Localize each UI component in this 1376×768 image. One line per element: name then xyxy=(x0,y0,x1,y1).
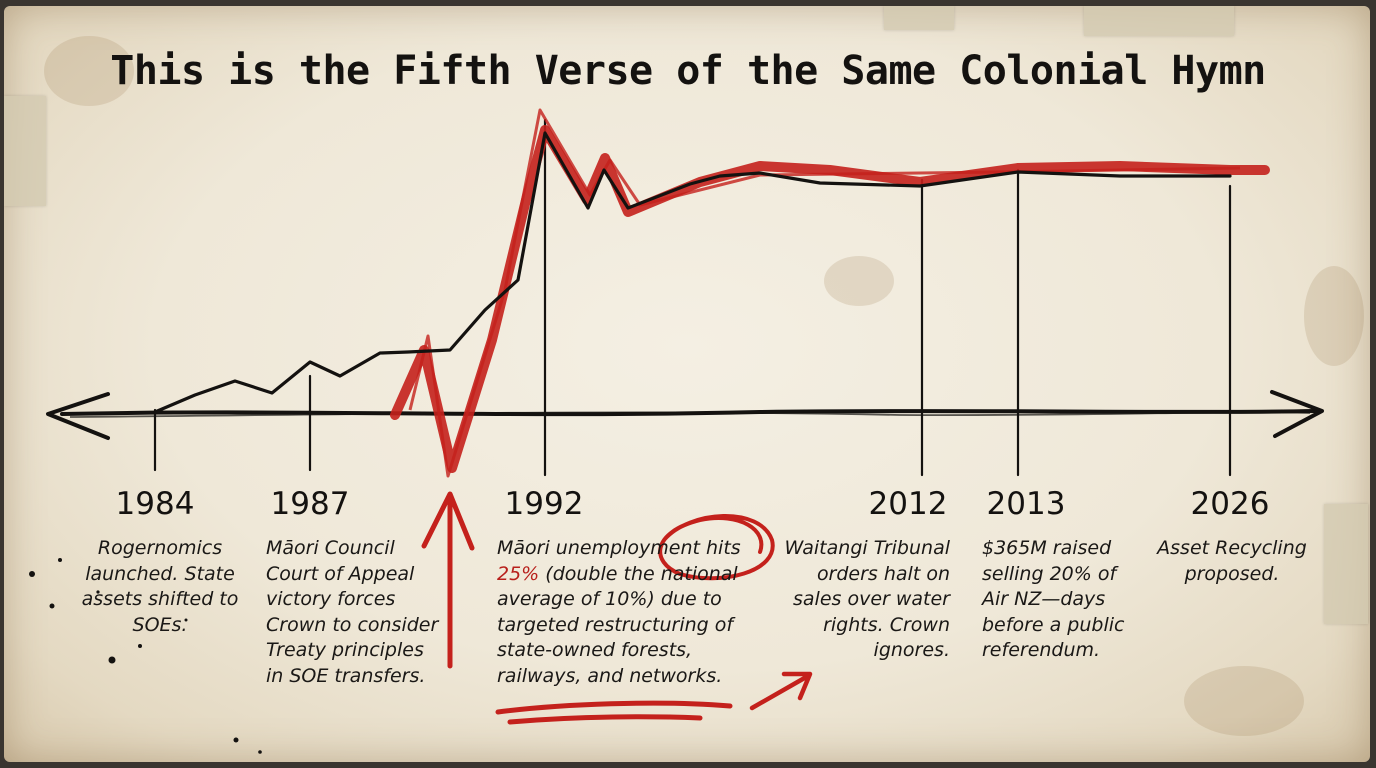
red-underline xyxy=(495,700,733,725)
paper-stain xyxy=(824,256,894,306)
year-label-1992: 1992 xyxy=(504,486,584,522)
year-label-2013: 2013 xyxy=(986,486,1066,522)
year-label-1987: 1987 xyxy=(270,486,350,522)
event-text-1984: Rogernomics launched. State assets shift… xyxy=(81,537,239,636)
red-up-arrow xyxy=(421,491,475,669)
paper-stain xyxy=(1184,666,1304,736)
year-label-2012: 2012 xyxy=(868,486,948,522)
event-text-2026: Asset Recycling proposed. xyxy=(1157,537,1307,585)
event-text-1992-pre: Māori unemployment hits xyxy=(497,537,741,559)
paper-stain xyxy=(44,36,134,106)
red-trend-brush-thin xyxy=(408,108,1241,478)
red-trend-brush xyxy=(390,125,1270,473)
paper-background xyxy=(4,6,1370,762)
tape-strip xyxy=(1324,504,1368,624)
unemployment-rate-highlight: 25% xyxy=(497,562,540,585)
red-circle-scribble xyxy=(658,514,775,581)
page-title: This is the Fifth Verse of the Same Colo… xyxy=(110,48,1266,94)
black-trend-line xyxy=(153,131,1232,414)
axis-arrow-left xyxy=(46,392,110,440)
ink-splatter xyxy=(29,558,262,754)
tape-strip xyxy=(884,6,954,30)
event-text-1992-post: (double the national average of 10%) due… xyxy=(497,562,738,687)
red-diagonal-arrow xyxy=(749,671,813,711)
timeline-axis-stroke xyxy=(69,411,1311,418)
event-text-2013: $365M raised selling 20% of Air NZ—days … xyxy=(982,537,1125,661)
event-text-1992: Māori unemployment hits 25% (double the … xyxy=(497,536,761,689)
event-text-1987: Māori Council Court of Appeal victory fo… xyxy=(266,537,439,687)
year-label-2026: 2026 xyxy=(1190,486,1270,522)
paper-stain xyxy=(1304,266,1364,366)
event-text-2012: Waitangi Tribunal orders halt on sales o… xyxy=(784,537,950,661)
tape-strip xyxy=(4,96,46,206)
axis-arrow-right xyxy=(1270,390,1324,438)
year-label-1984: 1984 xyxy=(115,486,195,522)
tape-strip xyxy=(1084,6,1234,36)
